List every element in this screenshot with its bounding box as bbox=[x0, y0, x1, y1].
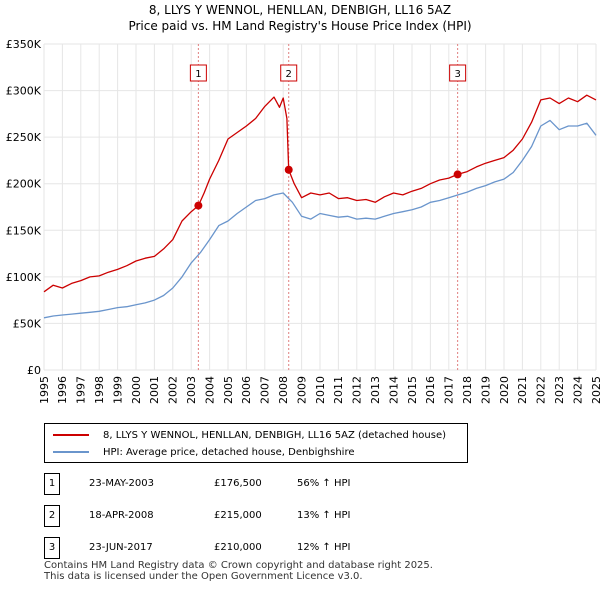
transaction-number: 2 bbox=[44, 505, 60, 527]
x-tick-label: 2021 bbox=[516, 376, 529, 404]
property-line-swatch bbox=[53, 434, 89, 436]
transaction-date: 18-APR-2008 bbox=[89, 510, 154, 521]
legend: 8, LLYS Y WENNOL, HENLLAN, DENBIGH, LL16… bbox=[44, 423, 468, 463]
chart-title-line-1: 8, LLYS Y WENNOL, HENLLAN, DENBIGH, LL16… bbox=[148, 3, 452, 17]
sale-marker-label: 3 bbox=[454, 69, 460, 80]
sale-markers: 1 2 3 bbox=[189, 44, 467, 370]
legend-item-hpi: HPI: Average price, detached house, Denb… bbox=[53, 444, 354, 460]
x-tick-label: 2001 bbox=[148, 376, 161, 404]
y-tick-label: £300K bbox=[6, 85, 42, 98]
hpi-line bbox=[43, 119, 597, 319]
x-axis-ticks: 1995 1996 1997 1998 1999 2000 2001 2002 2003 2004… bbox=[38, 376, 600, 404]
x-tick-label: 2012 bbox=[351, 376, 364, 404]
y-tick-label: £150K bbox=[6, 224, 42, 237]
footer: Contains HM Land Registry data © Crown c… bbox=[44, 560, 433, 582]
x-tick-label: 2002 bbox=[167, 376, 180, 404]
sale-point bbox=[284, 165, 293, 174]
transaction-hpi-change: 12% ↑ HPI bbox=[297, 542, 351, 553]
x-tick-label: 2018 bbox=[461, 376, 474, 404]
y-tick-label: £200K bbox=[6, 178, 42, 191]
sale-marker-box bbox=[189, 64, 207, 82]
sale-point bbox=[194, 201, 203, 210]
transaction-price: £215,000 bbox=[214, 510, 262, 521]
x-tick-label: 2016 bbox=[424, 376, 437, 404]
y-tick-label: £50K bbox=[13, 317, 42, 330]
y-tick-label: £350K bbox=[6, 38, 42, 51]
y-axis-ticks: £0 £50K £100K £150K £200K £250K £300K £350K bbox=[6, 38, 42, 377]
chart-subtitle: Price paid vs. HM Land Registry's House … bbox=[128, 19, 472, 33]
x-tick-label: 2005 bbox=[222, 376, 235, 404]
property-price-line bbox=[43, 94, 597, 293]
sale-point bbox=[453, 170, 462, 179]
x-tick-label: 1996 bbox=[56, 376, 69, 404]
legend-item-property: 8, LLYS Y WENNOL, HENLLAN, DENBIGH, LL16… bbox=[53, 427, 446, 443]
y-tick-label: £0 bbox=[27, 364, 41, 377]
x-tick-label: 2023 bbox=[553, 376, 566, 404]
transaction-hpi-change: 13% ↑ HPI bbox=[297, 510, 351, 521]
x-tick-label: 2019 bbox=[479, 376, 492, 404]
x-tick-label: 2009 bbox=[295, 376, 308, 404]
y-tick-label: £250K bbox=[6, 131, 42, 144]
transaction-hpi-change: 56% ↑ HPI bbox=[297, 478, 351, 489]
sale-marker-label: 2 bbox=[286, 69, 292, 80]
legend-property-label: 8, LLYS Y WENNOL, HENLLAN, DENBIGH, LL16… bbox=[103, 429, 447, 441]
x-tick-label: 2008 bbox=[277, 376, 290, 404]
series-lines bbox=[43, 94, 597, 319]
x-tick-label: 2011 bbox=[332, 376, 345, 404]
transaction-number: 1 bbox=[44, 473, 60, 495]
x-tick-label: 2014 bbox=[387, 376, 400, 404]
hpi-line-swatch bbox=[53, 451, 89, 453]
x-tick-label: 1999 bbox=[111, 376, 124, 404]
x-tick-label: 2006 bbox=[240, 376, 253, 404]
x-tick-label: 2010 bbox=[314, 376, 327, 404]
x-tick-label: 2017 bbox=[443, 376, 456, 404]
x-tick-label: 1997 bbox=[75, 376, 88, 404]
x-tick-label: 2007 bbox=[259, 376, 272, 404]
transaction-price: £176,500 bbox=[214, 478, 262, 489]
transaction-price: £210,000 bbox=[214, 542, 262, 553]
x-tick-label: 2024 bbox=[571, 376, 584, 404]
x-tick-label: 2015 bbox=[406, 376, 419, 404]
price-chart: 1 2 3 £0 £50K £100K £150K £200K £250K £300K £350K… bbox=[6, 38, 600, 404]
x-tick-label: 1995 bbox=[38, 376, 51, 404]
x-tick-label: 2003 bbox=[185, 376, 198, 404]
transaction-date: 23-MAY-2003 bbox=[89, 478, 155, 489]
footer-copyright: Contains HM Land Registry data © Crown c… bbox=[44, 560, 433, 571]
legend-hpi-label: HPI: Average price, detached house, Denb… bbox=[103, 446, 355, 458]
sale-marker-label: 1 bbox=[195, 69, 201, 80]
sale-marker-box bbox=[449, 64, 467, 82]
footer-licence: This data is licensed under the Open Gov… bbox=[44, 571, 363, 582]
x-tick-label: 2020 bbox=[498, 376, 511, 404]
x-tick-label: 2022 bbox=[535, 376, 548, 404]
x-tick-label: 2013 bbox=[369, 376, 382, 404]
transaction-date: 23-JUN-2017 bbox=[89, 542, 153, 553]
y-tick-label: £100K bbox=[6, 271, 42, 284]
transaction-number: 3 bbox=[44, 537, 60, 559]
x-tick-label: 2025 bbox=[590, 376, 600, 404]
x-tick-label: 2000 bbox=[130, 376, 143, 404]
x-tick-label: 2004 bbox=[203, 376, 216, 404]
sale-points bbox=[194, 165, 462, 210]
sale-marker-box bbox=[280, 64, 298, 82]
x-tick-label: 1998 bbox=[93, 376, 106, 404]
gridlines bbox=[43, 43, 597, 371]
